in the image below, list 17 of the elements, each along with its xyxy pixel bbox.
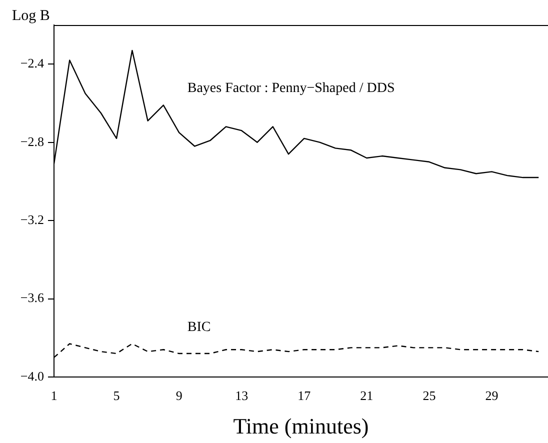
x-tick-label: 29 [485,388,498,404]
x-tick-label: 25 [422,388,436,404]
y-tick-label: −2.8 [20,134,44,149]
y-tick-label: −2.4 [20,56,44,71]
x-tick-label: 21 [360,388,374,404]
series-label: Bayes Factor : Penny−Shaped / DDS [187,80,395,96]
x-tick-label: 13 [235,388,248,404]
y-tick-label: −4.0 [20,368,44,384]
x-axis-title: Time (minutes) [233,414,369,439]
x-tick-label: 17 [298,388,312,404]
y-tick-label: −3.2 [20,212,44,227]
x-tick-label: 5 [113,388,120,404]
y-axis-title: Log B [12,8,50,24]
x-tick-label: 9 [176,388,182,404]
y-tick-label: −3.6 [20,290,44,306]
series-label: BIC [187,320,211,336]
x-tick-label: 1 [50,388,58,404]
